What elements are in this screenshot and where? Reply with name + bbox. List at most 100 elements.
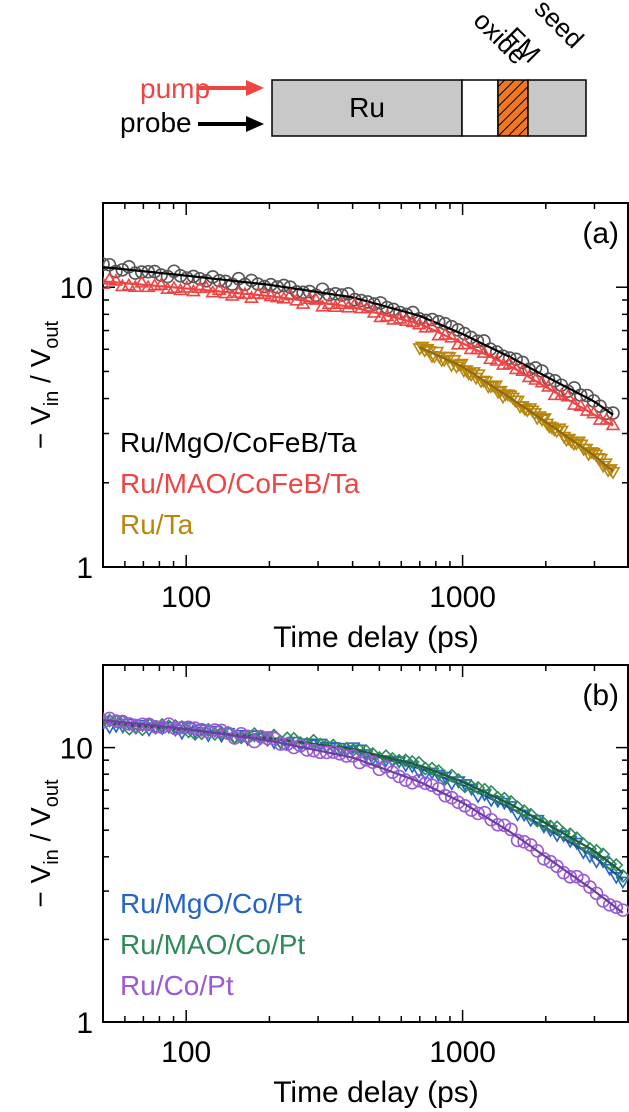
data-marker xyxy=(315,299,330,312)
data-marker xyxy=(451,795,466,810)
data-marker xyxy=(424,319,440,333)
data-marker xyxy=(497,791,512,806)
y-label-prefix: − V xyxy=(25,864,56,907)
fit-line xyxy=(103,280,614,427)
x-axis-label: Time delay (ps) xyxy=(273,621,479,654)
data-marker xyxy=(214,723,229,738)
y-label-mid: / V xyxy=(25,348,56,390)
probe-label: probe xyxy=(120,107,192,138)
fit-line xyxy=(103,266,614,416)
data-marker xyxy=(563,827,578,842)
data-marker xyxy=(244,273,259,288)
data-marker xyxy=(211,282,227,296)
data-marker xyxy=(289,285,304,299)
x-tick-label: 1000 xyxy=(429,581,496,614)
probe-arrow-icon xyxy=(246,116,264,132)
data-marker xyxy=(491,817,505,832)
series-ru-ta xyxy=(412,341,621,480)
data-marker xyxy=(438,788,452,803)
data-marker xyxy=(103,711,117,726)
legend-entry: Ru/MAO/CoFeB/Ta xyxy=(120,468,360,499)
y-label-prefix: − V xyxy=(25,406,56,449)
oxide-layer xyxy=(461,79,499,137)
data-marker xyxy=(128,266,143,280)
plot-frame xyxy=(102,664,629,1023)
data-marker xyxy=(398,773,413,787)
y-axis-label: − Vin / Vout xyxy=(25,779,63,908)
data-marker xyxy=(134,275,150,288)
data-marker xyxy=(605,467,621,480)
data-marker xyxy=(530,844,545,858)
data-marker xyxy=(534,374,550,388)
fm-layer xyxy=(497,79,529,137)
data-marker xyxy=(615,868,629,884)
y-tick-label: 10 xyxy=(60,733,93,766)
y-label-sub-out: out xyxy=(41,779,63,807)
y-label-sub-out: out xyxy=(41,320,63,348)
panel-label: (b) xyxy=(582,679,619,712)
data-marker xyxy=(602,898,617,912)
legend-entry: Ru/Co/Pt xyxy=(120,970,234,1001)
data-marker xyxy=(234,726,248,741)
panel-a: 100 1000 1 10 Time delay (ps) − Vin / Vout (a)… xyxy=(25,202,629,654)
x-tick-label: 100 xyxy=(161,581,211,614)
data-marker xyxy=(471,806,485,821)
legend-entry: Ru/MAO/Co/Pt xyxy=(120,929,305,960)
data-marker xyxy=(334,296,350,309)
data-marker xyxy=(412,773,426,788)
data-marker xyxy=(444,768,459,783)
data-marker xyxy=(280,737,295,751)
data-marker xyxy=(244,290,259,304)
panel-b: 100 1000 1 10 Time delay (ps) − Vin / Vout (b)… xyxy=(25,664,629,1109)
data-marker xyxy=(256,286,272,300)
data-marker xyxy=(161,719,176,734)
legend-entry: Ru/MgO/CoFeB/Ta xyxy=(120,427,357,458)
y-tick-label: 1 xyxy=(76,552,93,585)
data-marker xyxy=(464,803,479,817)
data-marker xyxy=(615,876,629,890)
data-marker xyxy=(257,279,272,294)
data-marker xyxy=(517,835,531,849)
data-marker xyxy=(405,775,420,790)
data-marker xyxy=(227,731,242,745)
data-marker xyxy=(609,857,624,873)
series-ru-mgo-cofeb-ta xyxy=(103,257,620,421)
data-marker xyxy=(609,900,624,914)
data-marker xyxy=(502,351,517,365)
data-marker xyxy=(306,733,321,748)
schematic: pump probe Ru oxide FM seed xyxy=(120,0,590,138)
data-marker xyxy=(109,264,123,279)
data-marker xyxy=(302,291,317,305)
data-marker xyxy=(418,776,433,791)
data-marker xyxy=(181,720,196,735)
data-marker xyxy=(154,268,168,282)
data-marker xyxy=(260,731,275,746)
data-marker xyxy=(179,280,195,293)
pump-arrow-icon xyxy=(246,80,264,96)
data-marker xyxy=(108,273,124,286)
seed-layer xyxy=(527,79,587,137)
ru-label: Ru xyxy=(349,92,385,123)
data-marker xyxy=(502,356,518,369)
data-marker xyxy=(173,282,188,296)
series-ru-co-pt xyxy=(103,711,629,917)
data-marker xyxy=(103,271,117,285)
data-marker xyxy=(385,765,400,779)
x-axis-label: Time delay (ps) xyxy=(273,1076,479,1109)
data-marker xyxy=(360,300,376,314)
data-marker xyxy=(198,280,214,293)
data-marker xyxy=(489,353,505,366)
legend-entry: Ru/Ta xyxy=(120,509,194,540)
data-marker xyxy=(431,763,446,779)
data-marker xyxy=(254,729,268,744)
y-label-sub-in: in xyxy=(41,391,63,407)
data-marker xyxy=(103,715,110,729)
data-marker xyxy=(103,257,110,272)
data-marker xyxy=(199,273,214,288)
data-marker xyxy=(569,869,584,884)
data-marker xyxy=(536,816,552,831)
data-marker xyxy=(470,334,485,349)
data-marker xyxy=(378,749,394,764)
data-marker xyxy=(563,869,578,884)
